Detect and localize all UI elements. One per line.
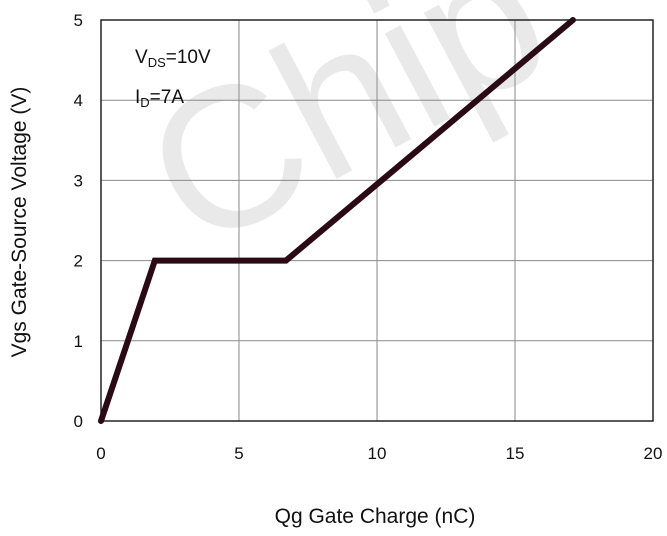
y-tick-label-0: 0	[74, 412, 83, 431]
series-line	[98, 17, 576, 424]
x-tick-labels: 0 5 10 15 20	[96, 444, 662, 463]
x-tick-label-4: 20	[644, 444, 663, 463]
y-tick-label-2: 2	[74, 252, 83, 271]
x-tick-label-0: 0	[96, 444, 105, 463]
annotation-id: ID=7A	[135, 87, 184, 110]
y-tick-label-4: 4	[74, 91, 83, 110]
annotation-vds: VDS=10V	[135, 47, 211, 70]
annotation-id-sub: D	[140, 95, 149, 110]
annotation-id-rest: =7A	[150, 87, 185, 108]
annotation-vds-sub: DS	[148, 55, 166, 70]
annotation-vds-main: V	[135, 47, 148, 68]
plot-frame	[100, 19, 654, 422]
watermark-text: Chip	[112, 0, 580, 291]
x-axis-label: Qg Gate Charge (nC)	[275, 505, 476, 528]
y-axis-label: Vgs Gate-Source Voltage (V)	[8, 87, 31, 358]
y-tick-labels: 0 1 2 3 4 5	[74, 11, 83, 431]
x-tick-label-1: 5	[234, 444, 243, 463]
x-tick-label-2: 10	[368, 444, 387, 463]
annotation-id-main: I	[135, 87, 140, 108]
y-tick-label-3: 3	[74, 171, 83, 190]
x-tick-label-3: 15	[506, 444, 525, 463]
annotation-vds-rest: =10V	[166, 47, 211, 68]
y-tick-label-5: 5	[74, 11, 83, 30]
y-tick-label-1: 1	[74, 332, 83, 351]
